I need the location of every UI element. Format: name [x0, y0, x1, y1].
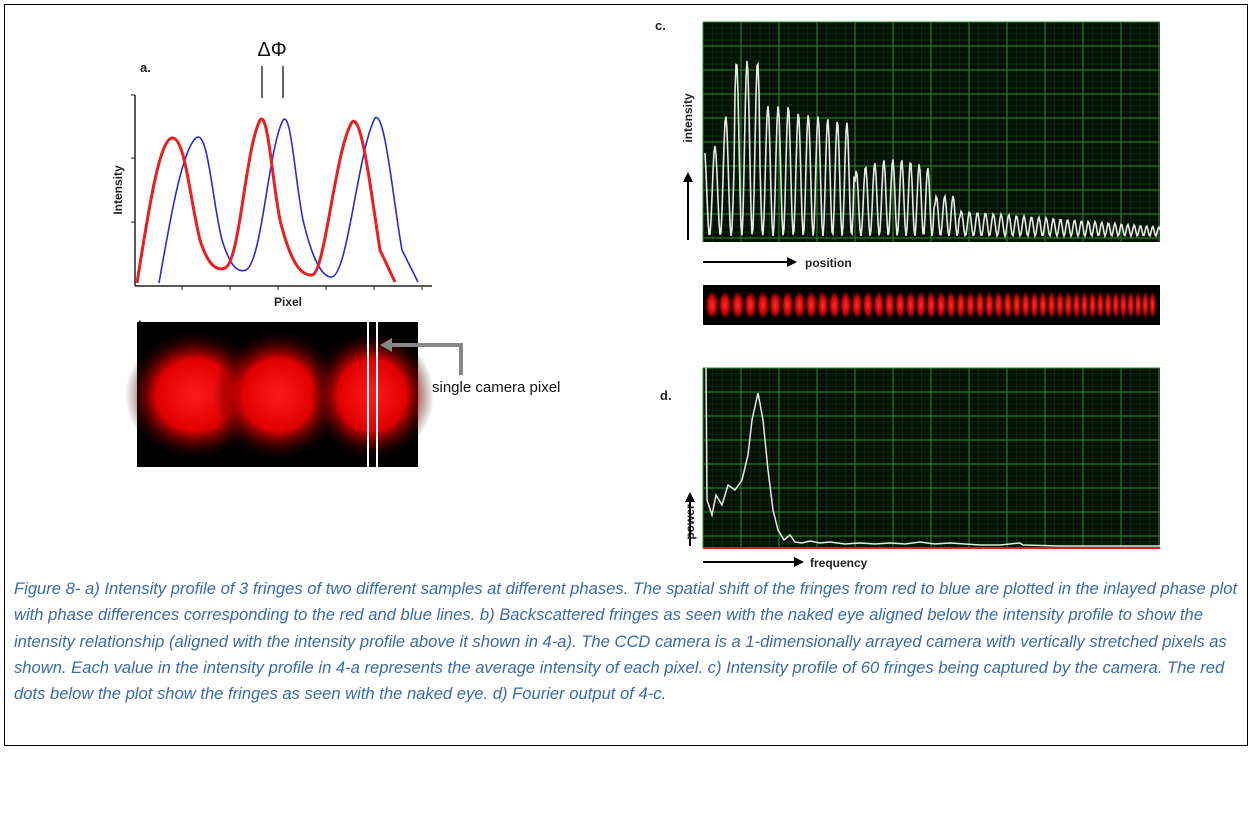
- fringe-dot: [804, 290, 818, 320]
- fringe-dot: [1080, 290, 1089, 320]
- arrow-head: [685, 492, 695, 502]
- panel-label: d.: [660, 388, 672, 403]
- caption: Figure 8- a) Intensity profile of 3 frin…: [14, 579, 1238, 704]
- fringe-dot: [1119, 290, 1128, 320]
- fringe-dot: [1063, 290, 1073, 320]
- fringe-dot: [974, 290, 986, 320]
- fringe-dot: [861, 290, 874, 320]
- red-curve: [135, 117, 397, 284]
- x-axis-label: position: [805, 256, 852, 270]
- panel-label: a.: [140, 60, 151, 75]
- fringe-dot: [1134, 290, 1143, 320]
- fringe-dot: [1029, 290, 1040, 320]
- fringe-dot: [1038, 290, 1048, 320]
- figure-border: [4, 4, 1248, 746]
- fringe-dot: [935, 290, 947, 320]
- fringe-dot: [730, 290, 745, 320]
- fringe-dot: [839, 290, 852, 320]
- fringe-dot: [1141, 290, 1150, 320]
- x-axis-label: frequency: [810, 556, 868, 570]
- fringe-dot: [904, 290, 917, 320]
- fringe-dot: [894, 290, 906, 320]
- fringe-dot: [780, 290, 795, 320]
- arrow-head: [794, 557, 804, 567]
- blue-curve: [158, 117, 419, 284]
- fringe-dot: [704, 290, 720, 320]
- fringe-dot: [1111, 290, 1120, 320]
- fringe-dot: [1096, 290, 1105, 320]
- fringe: [213, 330, 343, 460]
- fringe-dot: [768, 290, 782, 320]
- fringe-dots: [704, 290, 1157, 320]
- fringe-dot: [1055, 290, 1065, 320]
- arrow-head: [683, 172, 693, 182]
- fringe-dot: [945, 290, 957, 320]
- pixel-outline: [367, 319, 378, 469]
- fringe-dot: [915, 290, 927, 320]
- spectrum: [705, 367, 1160, 547]
- fringe: [310, 330, 434, 460]
- fringe-dot: [756, 290, 770, 320]
- fringe-dot: [1072, 290, 1081, 320]
- fringe-dot: [1103, 290, 1113, 320]
- fringe-dot: [1011, 290, 1022, 320]
- fringe-dot: [1020, 290, 1031, 320]
- panel-label: c.: [655, 18, 666, 33]
- fringe-dot: [1046, 290, 1057, 320]
- arrow-head: [380, 338, 392, 352]
- grid: [702, 367, 1160, 549]
- fringe-dot: [1126, 290, 1135, 320]
- annotation: ΔΦ: [257, 39, 286, 61]
- fringe-dot: [743, 290, 758, 320]
- fringe-dot: [925, 290, 937, 320]
- y-axis-label: Intensity: [111, 165, 125, 215]
- fringe-dot: [792, 290, 806, 320]
- fringe-dot: [816, 290, 830, 320]
- fringe-dot: [872, 290, 885, 320]
- fringe-dot: [984, 290, 995, 320]
- fringe-dot: [828, 290, 841, 320]
- x-axis-label: Pixel: [274, 295, 302, 309]
- fringe-dot: [1088, 290, 1097, 320]
- fringe-dot: [955, 290, 967, 320]
- fringe-dot: [1002, 290, 1013, 320]
- signal: [704, 61, 1161, 239]
- annotation: single camera pixel: [432, 379, 560, 396]
- arrow-head: [787, 257, 797, 267]
- axis-ticks: [131, 94, 423, 290]
- fringe-dot: [850, 290, 863, 320]
- fringe-dot: [1148, 290, 1157, 320]
- fringe-dot: [883, 290, 896, 320]
- fringe-dot: [993, 290, 1004, 320]
- arrow: [388, 343, 463, 375]
- fringe-dot: [965, 290, 976, 320]
- fringe-dot: [717, 290, 733, 320]
- y-axis-label: intensity: [681, 93, 695, 143]
